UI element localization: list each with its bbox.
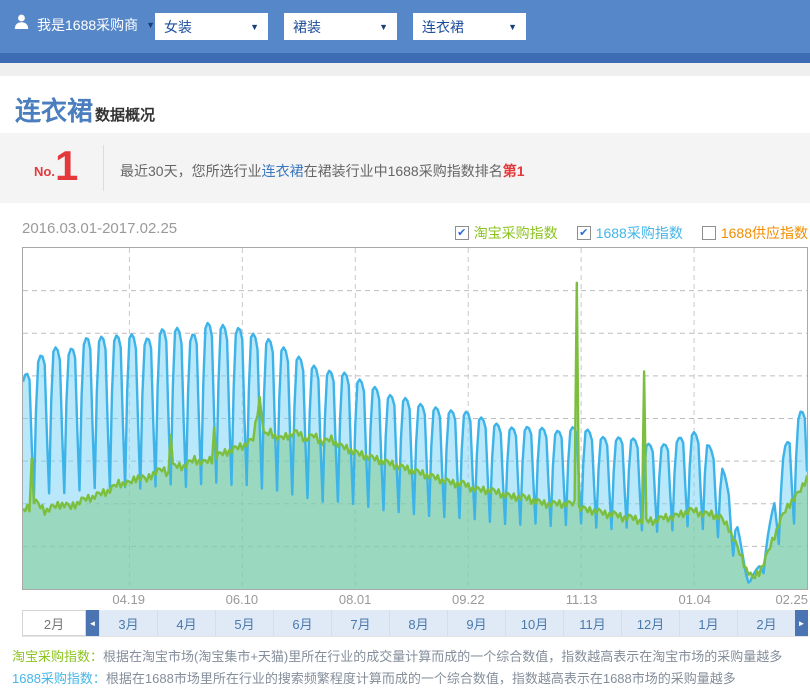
category-dropdown-row: 女装 ▼ 裙装 ▼ 连衣裙 ▼ [155, 13, 526, 40]
footnote-line-1: 1688采购指数：根据在1688市场里所在行业的搜索频繁程度计算而成的一个综合数… [12, 668, 810, 690]
chevron-down-icon: ▼ [379, 22, 388, 32]
section-divider-strip [0, 63, 810, 76]
rank-text-before: 最近30天，您所选行业 [120, 163, 262, 179]
chart-date-range: 2016.03.01-2017.02.25 [22, 220, 177, 237]
header-bottom-strip [0, 53, 810, 63]
month-tab-selected[interactable]: 2月 [22, 610, 86, 636]
user-icon [14, 14, 29, 35]
month-tab-1[interactable]: 4月 [157, 610, 215, 636]
month-tab-2[interactable]: 5月 [215, 610, 273, 636]
x-tick-label: 06.10 [226, 592, 259, 607]
x-tick-label: 02.25 [775, 592, 808, 607]
rank-no-value: 1 [55, 147, 78, 185]
rank-keyword-link[interactable]: 连衣裙 [262, 163, 304, 179]
x-tick-label: 08.01 [339, 592, 372, 607]
legend-item-0[interactable]: ✔ 淘宝采购指数 [455, 223, 558, 243]
month-tab-11[interactable]: 2月 [737, 610, 795, 636]
user-role-menu[interactable]: 我是1688采购商 ▼ [14, 14, 155, 35]
banner-divider [103, 145, 104, 191]
category-dropdown-value: 连衣裙 [422, 17, 464, 37]
rank-banner: No. 1 最近30天，您所选行业连衣裙在裙装行业中1688采购指数排名第1 [0, 133, 810, 203]
footnote-label: 1688采购指数： [12, 671, 106, 686]
rank-number: No. 1 [34, 147, 78, 185]
month-tabs: 2月◄3月4月5月6月7月8月9月10月11月12月1月2月► [22, 610, 808, 637]
category-dropdown-0[interactable]: 女装 ▼ [155, 13, 268, 40]
index-footnotes: 淘宝采购指数：根据在淘宝市场(淘宝集市+天猫)里所在行业的成交量计算而成的一个综… [12, 646, 810, 690]
legend-label: 1688供应指数 [721, 223, 808, 243]
footnote-label: 淘宝采购指数： [12, 649, 103, 664]
category-dropdown-1[interactable]: 裙装 ▼ [284, 13, 397, 40]
legend-item-2[interactable]: 1688供应指数 [702, 223, 808, 243]
checkbox-checked-icon[interactable]: ✔ [577, 226, 591, 240]
rank-text-middle: 在裙装行业中1688采购指数排名 [304, 163, 503, 179]
scroll-right-icon[interactable]: ► [795, 610, 808, 636]
user-role-label: 我是1688采购商 [37, 15, 138, 35]
month-tab-7[interactable]: 10月 [505, 610, 563, 636]
footnote-line-0: 淘宝采购指数：根据在淘宝市场(淘宝集市+天猫)里所在行业的成交量计算而成的一个综… [12, 646, 810, 668]
scroll-left-icon[interactable]: ◄ [86, 610, 99, 636]
legend-label: 淘宝采购指数 [474, 223, 558, 243]
legend-item-1[interactable]: ✔ 1688采购指数 [577, 223, 683, 243]
x-tick-label: 09.22 [452, 592, 485, 607]
x-tick-label: 11.13 [566, 592, 598, 607]
category-dropdown-2[interactable]: 连衣裙 ▼ [413, 13, 526, 40]
chevron-down-icon: ▼ [146, 20, 155, 30]
page: 我是1688采购商 ▼ 女装 ▼ 裙装 ▼ 连衣裙 ▼ 连衣裙 数据概况 No. 1 最近… [0, 0, 810, 692]
footnote-text: 根据在淘宝市场(淘宝集市+天猫)里所在行业的成交量计算而成的一个综合数值，指数越… [103, 649, 782, 664]
category-dropdown-value: 女装 [164, 17, 192, 37]
page-title-suffix: 数据概况 [95, 104, 155, 125]
month-tab-8[interactable]: 11月 [563, 610, 621, 636]
month-tab-0[interactable]: 3月 [99, 610, 157, 636]
checkbox-unchecked-icon[interactable] [702, 226, 716, 240]
month-tab-6[interactable]: 9月 [447, 610, 505, 636]
month-tab-9[interactable]: 12月 [621, 610, 679, 636]
x-axis-labels: 04.19 06.10 08.01 09.22 11.13 01.04 02.25 [0, 592, 810, 608]
month-tab-5[interactable]: 8月 [389, 610, 447, 636]
page-title-keyword: 连衣裙 [15, 91, 93, 128]
x-tick-label: 01.04 [678, 592, 711, 607]
checkbox-checked-icon[interactable]: ✔ [455, 226, 469, 240]
x-tick-label: 04.19 [112, 592, 145, 607]
chart-legend: ✔ 淘宝采购指数 ✔ 1688采购指数 1688供应指数 [455, 223, 808, 243]
footnote-text: 根据在1688市场里所在行业的搜索频繁程度计算而成的一个综合数值，指数越高表示在… [106, 671, 736, 686]
rank-no-prefix: No. [34, 165, 55, 178]
rank-description: 最近30天，您所选行业连衣裙在裙装行业中1688采购指数排名第1 [120, 161, 525, 181]
chevron-down-icon: ▼ [508, 22, 517, 32]
page-title: 连衣裙 数据概况 [15, 91, 155, 128]
month-tab-10[interactable]: 1月 [679, 610, 737, 636]
month-tab-4[interactable]: 7月 [331, 610, 389, 636]
category-dropdown-value: 裙装 [293, 17, 321, 37]
rank-value-text: 第1 [503, 163, 525, 179]
month-tab-3[interactable]: 6月 [273, 610, 331, 636]
chevron-down-icon: ▼ [250, 22, 259, 32]
legend-label: 1688采购指数 [596, 223, 683, 243]
index-trend-chart[interactable] [22, 247, 808, 590]
